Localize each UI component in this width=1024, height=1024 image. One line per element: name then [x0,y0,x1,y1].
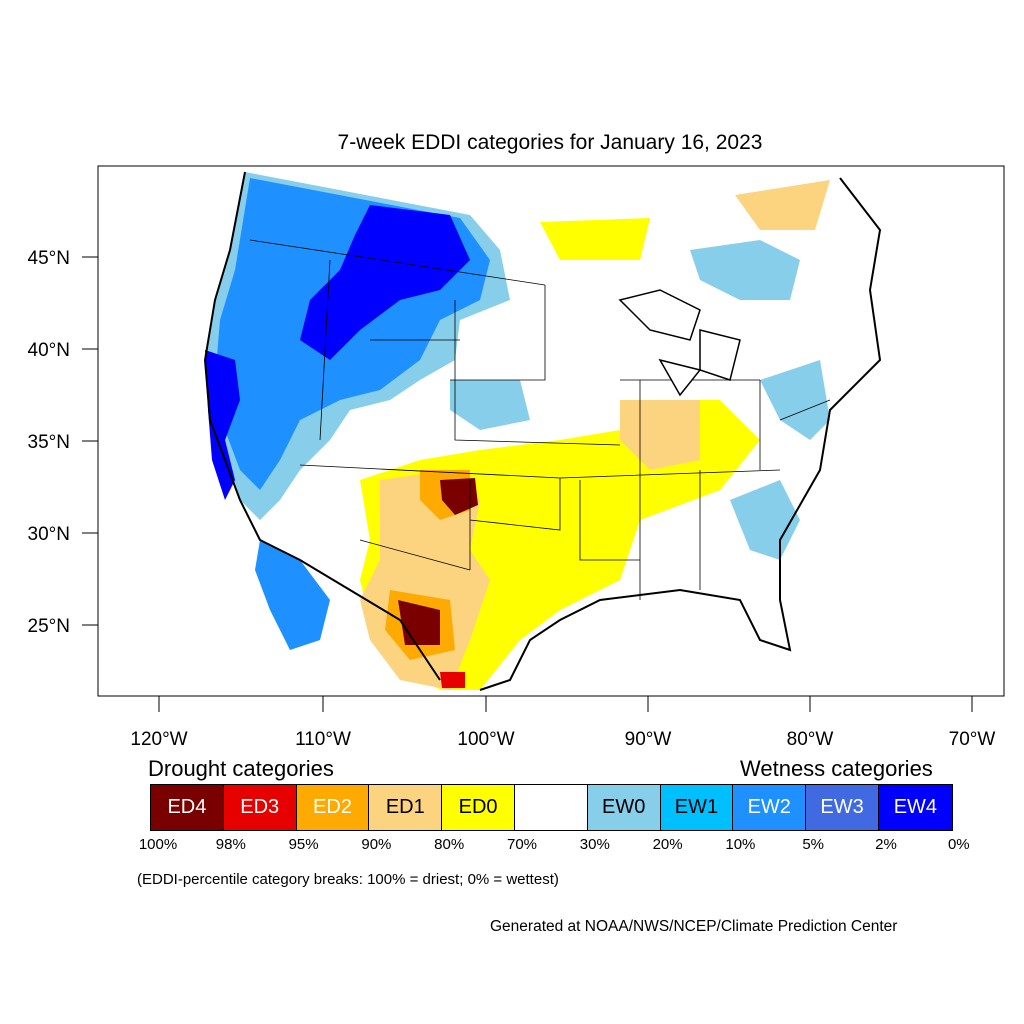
coastline [203,171,882,691]
lon-label: 70°W [949,729,996,750]
dry-region-northeast-canada [735,180,830,230]
wet-region-southwest [255,540,330,650]
break-label: 5% [802,836,825,853]
longitude-axis: 120°W 110°W 100°W 90°W 80°W 70°W [130,696,995,750]
lat-label: 25°N [28,616,70,637]
legend-box-ed4: ED4 [151,785,224,830]
legend-box-ed0: ED0 [442,785,515,830]
legend-box-ew0: EW0 [587,785,661,830]
break-label: 10% [725,836,756,853]
dry-region-ed3-mexico [440,672,465,688]
legend-box-normal [514,785,588,830]
wet-region-plains [450,380,530,430]
lat-label: 30°N [28,524,70,545]
category-legend: ED4 ED3 ED2 ED1 ED0 EW0 EW1 EW2 EW3 EW4 [150,784,953,831]
lat-label: 45°N [28,248,70,269]
wet-region-canada-east [690,240,800,300]
legend-box-ew2: EW2 [733,785,807,830]
credit-text: Generated at NOAA/NWS/NCEP/Climate Predi… [490,918,898,935]
lon-label: 100°W [457,729,514,750]
break-label: 80% [434,836,465,853]
dry-region-great-lakes [540,218,650,260]
wet-region-west-coast [205,350,240,500]
break-label: 95% [288,836,319,853]
lon-label: 120°W [130,729,187,750]
legend-note: (EDDI-percentile category breaks: 100% =… [137,871,559,888]
map-title: 7-week EDDI categories for January 16, 2… [337,131,763,154]
wet-region-southeast [730,480,800,560]
break-label: 2% [875,836,897,853]
plot-frame [97,165,1005,697]
break-label: 100% [138,836,178,853]
dry-region-ed4-panhandle [440,478,478,515]
break-label: 30% [579,836,610,853]
lon-label: 80°W [787,729,834,750]
wetness-categories-title: Wetness categories [740,756,933,781]
latitude-axis: 45°N 40°N 35°N 30°N 25°N [28,248,98,637]
drought-categories-title: Drought categories [148,756,334,781]
lat-label: 40°N [28,340,70,361]
legend-box-ed1: ED1 [369,785,443,830]
break-label: 98% [215,836,246,853]
lat-label: 35°N [28,432,70,453]
wet-region-mid-atlantic [760,360,830,440]
legend-box-ew4: EW4 [878,785,952,830]
break-label: 90% [361,836,392,853]
break-label: 20% [652,836,683,853]
break-label: 70% [506,836,538,853]
great-lakes [618,289,741,397]
legend-box-ew1: EW1 [660,785,734,830]
lon-label: 110°W [295,729,351,750]
legend-box-ew3: EW3 [806,785,879,830]
eddi-map: 45°N 40°N 35°N 30°N 25°N 120°W 110°W 100°W 90°W… [28,165,1005,750]
lon-label: 90°W [625,729,672,750]
legend-box-ed2: ED2 [296,785,370,830]
legend-box-ed3: ED3 [223,785,297,830]
break-label: 0% [947,836,970,853]
wet-region-northwest-core [300,205,470,360]
